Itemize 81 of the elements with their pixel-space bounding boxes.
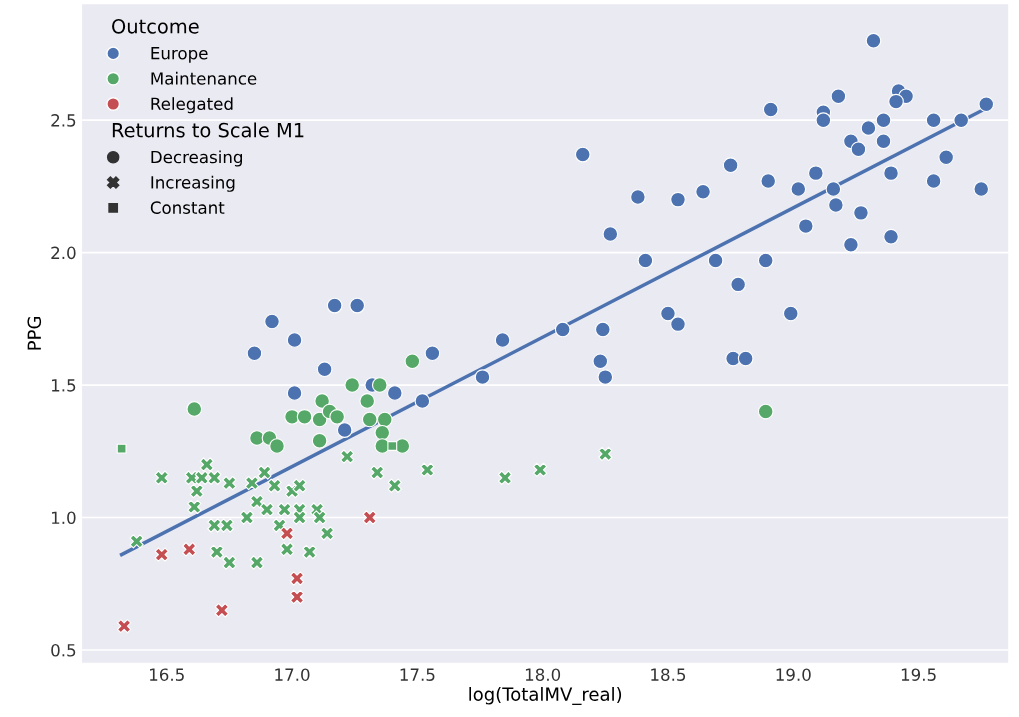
legend-label: Europe xyxy=(151,47,208,63)
point xyxy=(182,542,197,557)
point xyxy=(116,618,132,634)
point xyxy=(533,462,548,477)
legend-label: Decreasing xyxy=(151,150,242,167)
point xyxy=(376,411,393,428)
point xyxy=(279,542,295,557)
point xyxy=(129,534,144,549)
x-axis-title: log(TotalMV_real) xyxy=(469,686,622,705)
point xyxy=(269,438,285,454)
point xyxy=(187,499,202,515)
point xyxy=(284,409,300,425)
point xyxy=(371,377,388,393)
point xyxy=(374,424,391,441)
point xyxy=(420,462,435,477)
point xyxy=(249,555,265,570)
point xyxy=(154,470,169,485)
point xyxy=(222,555,237,570)
legend-label: Relegated xyxy=(151,97,233,114)
point xyxy=(319,526,335,541)
y-tick-label: 2.5 xyxy=(51,114,76,127)
point xyxy=(292,478,307,493)
point xyxy=(361,411,378,428)
point xyxy=(219,518,235,533)
point xyxy=(249,430,265,446)
point xyxy=(289,589,305,605)
point xyxy=(387,441,398,451)
point xyxy=(199,457,214,472)
point xyxy=(239,510,255,525)
x-tick-label: 19.0 xyxy=(776,668,811,681)
y-tick-label: 1.5 xyxy=(51,379,76,392)
point xyxy=(116,443,127,454)
legend-label: Maintenance xyxy=(151,71,257,85)
text: Returns to Scale M1 xyxy=(112,122,304,138)
point xyxy=(311,432,328,449)
point xyxy=(154,547,169,562)
point xyxy=(207,470,222,485)
text: Outcome xyxy=(112,18,199,34)
point xyxy=(362,510,377,525)
point xyxy=(222,475,237,491)
legend-label: Increasing xyxy=(151,175,235,192)
y-tick-label: 1.0 xyxy=(51,511,76,525)
point xyxy=(404,353,421,370)
x-tick-label: 17.5 xyxy=(400,668,435,681)
point xyxy=(267,478,282,493)
x-tick-label: 17.0 xyxy=(275,668,310,681)
point xyxy=(757,403,774,420)
point xyxy=(189,483,204,499)
point xyxy=(209,544,224,560)
point xyxy=(329,409,345,425)
y-tick-label: 2.0 xyxy=(51,246,76,260)
point xyxy=(249,494,265,509)
y-tick-label: 0.5 xyxy=(51,643,76,657)
point xyxy=(598,446,613,462)
point xyxy=(296,409,313,425)
point xyxy=(259,502,275,517)
point xyxy=(214,603,230,618)
point xyxy=(497,470,513,485)
point xyxy=(244,475,260,491)
point xyxy=(302,544,317,560)
point xyxy=(370,465,385,480)
point xyxy=(314,393,330,409)
point xyxy=(279,526,295,541)
point xyxy=(277,502,292,517)
point xyxy=(292,510,307,525)
legend-label: Constant xyxy=(150,201,225,214)
x-tick-label: 19.5 xyxy=(901,668,936,681)
point xyxy=(312,510,327,525)
point xyxy=(359,393,376,409)
point xyxy=(257,465,272,480)
point xyxy=(340,449,355,464)
x-tick-label: 18.0 xyxy=(525,668,561,681)
point xyxy=(344,377,361,393)
point xyxy=(387,478,402,493)
x-tick-label: 18.5 xyxy=(651,668,686,681)
point xyxy=(289,571,305,586)
y-axis-title: PPG xyxy=(27,317,42,350)
point xyxy=(186,401,203,417)
point xyxy=(194,470,209,485)
point xyxy=(207,518,222,533)
x-tick-label: 16.5 xyxy=(150,668,184,681)
